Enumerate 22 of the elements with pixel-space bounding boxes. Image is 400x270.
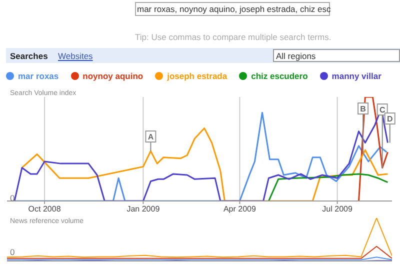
legend-label: mar roxas — [18, 71, 59, 81]
x-tick-label: Oct 2008 — [28, 204, 62, 214]
flag-callout: B — [358, 102, 369, 155]
annotation: 0 — [10, 193, 15, 203]
legend-label: noynoy aquino — [82, 71, 144, 81]
legend-label: chiz escudero — [251, 71, 308, 81]
annotation: 0 — [10, 247, 15, 257]
x-tick-label: Jul 2009 — [322, 204, 353, 214]
flag-callout: D — [384, 112, 396, 144]
annotation: D — [386, 114, 393, 124]
annotation: A — [148, 132, 154, 142]
legend-label: joseph estrada — [167, 71, 228, 81]
x-tick-label: Apr 2009 — [223, 204, 256, 214]
text: Searches — [10, 51, 48, 61]
annotation: C — [379, 106, 386, 114]
text: All regions — [276, 51, 316, 61]
x-tick-label: Jan 2009 — [126, 204, 160, 214]
legend-label: manny villar — [332, 71, 382, 81]
flag-callout: A — [145, 130, 156, 152]
text: Tip: Use commas to compare multiple search terms. — [135, 32, 332, 42]
annotation: B — [360, 104, 366, 114]
text: Websites — [58, 51, 93, 61]
